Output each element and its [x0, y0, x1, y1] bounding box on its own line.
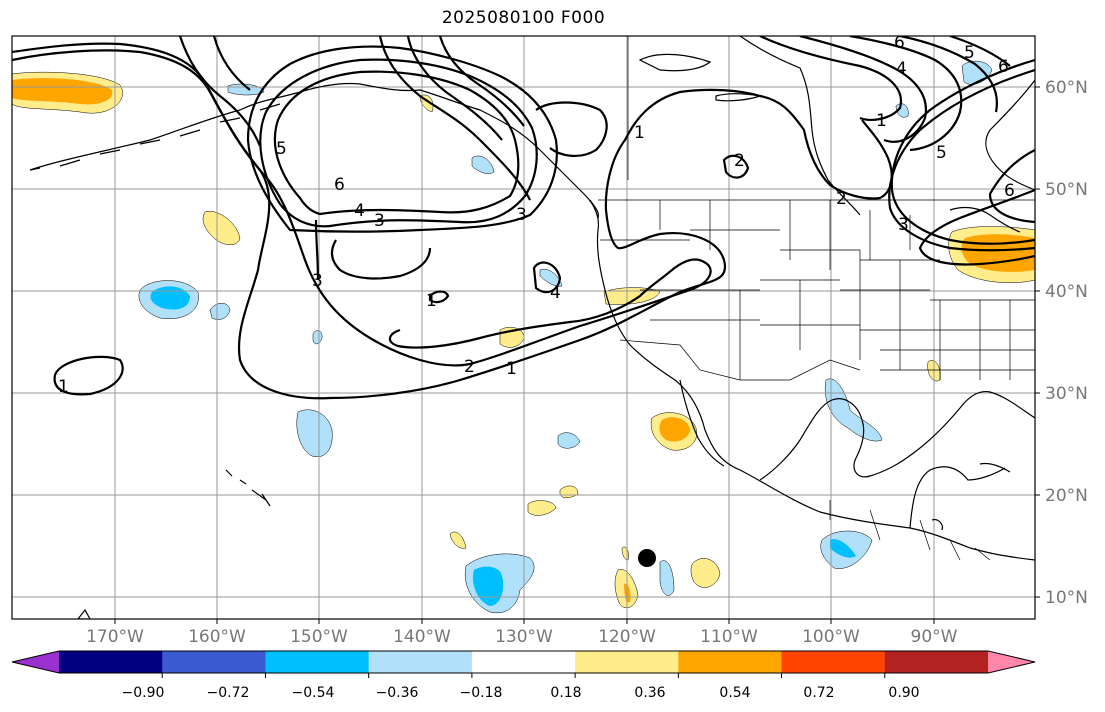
lat-label: 20°N [1045, 486, 1088, 506]
contour-label-5: 5 [964, 43, 975, 63]
colorbar-segment [781, 651, 886, 673]
contour-label-1: 1 [426, 291, 437, 311]
colorbar-tick-label: 0.36 [634, 685, 665, 701]
lat-label: 40°N [1045, 282, 1088, 302]
colorbar-segment [575, 651, 679, 673]
contour-label-5: 5 [276, 139, 287, 159]
contour-label-6: 6 [334, 175, 345, 195]
contour-east-3 [918, 188, 1035, 266]
lon-label: 90°W [911, 627, 958, 647]
contour-east-4 [890, 58, 1035, 245]
contour-label-2: 2 [464, 357, 475, 377]
contour-label-1: 1 [876, 111, 887, 131]
lon-label: 160°W [188, 627, 246, 647]
lon-label: 120°W [598, 627, 656, 647]
contour-label-4: 4 [896, 59, 907, 79]
lon-label: 130°W [495, 627, 553, 647]
colorbar-tick-label: −0.54 [292, 685, 335, 701]
colorbar-tick-label: −0.72 [207, 685, 250, 701]
contour-label-2: 2 [836, 189, 847, 209]
colorbar-outline [11, 650, 1036, 674]
colorbar-labels: −0.90 −0.72 −0.54 −0.36 −0.18 0.18 0.36 … [122, 685, 920, 701]
lon-label: 140°W [393, 627, 451, 647]
colorbar [11, 650, 1036, 678]
map-title: 2025080100 F000 [441, 8, 606, 28]
contour-label-3: 3 [898, 215, 909, 235]
lat-label: 60°N [1045, 78, 1088, 98]
lon-label: 150°W [290, 627, 348, 647]
colorbar-tick-label: 0.90 [888, 685, 919, 701]
contour-label-4: 4 [550, 283, 561, 303]
contour-label-6: 6 [894, 33, 905, 53]
contour-label-5: 5 [936, 143, 947, 163]
colorbar-tick-label: −0.18 [460, 685, 503, 701]
colorbar-segment [368, 651, 473, 673]
lat-label: 50°N [1045, 180, 1088, 200]
contour-label-1: 1 [506, 359, 517, 379]
contour-2 [12, 49, 712, 367]
contour-label-6: 6 [998, 57, 1009, 77]
lat-label: 10°N [1045, 588, 1088, 608]
colorbar-tick-label: 0.18 [550, 685, 581, 701]
lon-label: 170°W [86, 627, 144, 647]
colorbar-extend-low [12, 651, 59, 673]
coastlines [29, 36, 1035, 619]
colorbar-tick-label: −0.90 [122, 685, 165, 701]
anomaly-neg-2 [296, 409, 333, 458]
contour-5-ring [246, 45, 558, 233]
contour-1-main [12, 42, 893, 400]
colorbar-segment [265, 651, 370, 673]
lon-label: 100°W [802, 627, 860, 647]
colorbar-extend-high [988, 651, 1035, 673]
latitude-labels: 60°N 50°N 40°N 30°N 20°N 10°N [1045, 78, 1088, 608]
colorbar-tick-label: 0.54 [719, 685, 750, 701]
contour-4-ring [259, 58, 538, 228]
colorbar-tick-label: 0.72 [803, 685, 834, 701]
contour-east-6 [988, 149, 1035, 224]
colorbar-segment [162, 651, 266, 673]
contour-label-3: 3 [516, 205, 527, 225]
colorbar-tick-label: −0.36 [376, 685, 419, 701]
contour-label-4: 4 [354, 201, 365, 221]
lat-label: 30°N [1045, 384, 1088, 404]
storm-position-marker [638, 549, 656, 567]
colorbar-segment [471, 651, 576, 673]
anomaly-pos-small [202, 210, 241, 245]
colorbar-segment [884, 651, 989, 673]
contour-3-ring [273, 70, 520, 216]
gridlines [12, 36, 1035, 619]
contour-label-1: 1 [634, 123, 645, 143]
colorbar-segment [59, 651, 163, 673]
lon-label: 110°W [700, 627, 758, 647]
contour-1-west [53, 355, 124, 396]
tick-marks [114, 86, 1040, 624]
longitude-labels: 170°W 160°W 150°W 140°W 130°W 120°W 110°… [86, 627, 958, 647]
contour-label-6: 6 [1004, 181, 1015, 201]
contour-lines [12, 36, 1035, 400]
contour-label-3: 3 [312, 271, 323, 291]
colorbar-segment [678, 651, 783, 673]
contour-label-3: 3 [374, 211, 385, 231]
contour-label-1: 1 [58, 377, 69, 397]
contour-labels: 1 1 1 1 1 2 2 2 3 3 3 3 4 4 4 5 5 5 6 6 … [58, 33, 1015, 397]
contour-label-2: 2 [734, 151, 745, 171]
political-borders [598, 36, 1035, 561]
